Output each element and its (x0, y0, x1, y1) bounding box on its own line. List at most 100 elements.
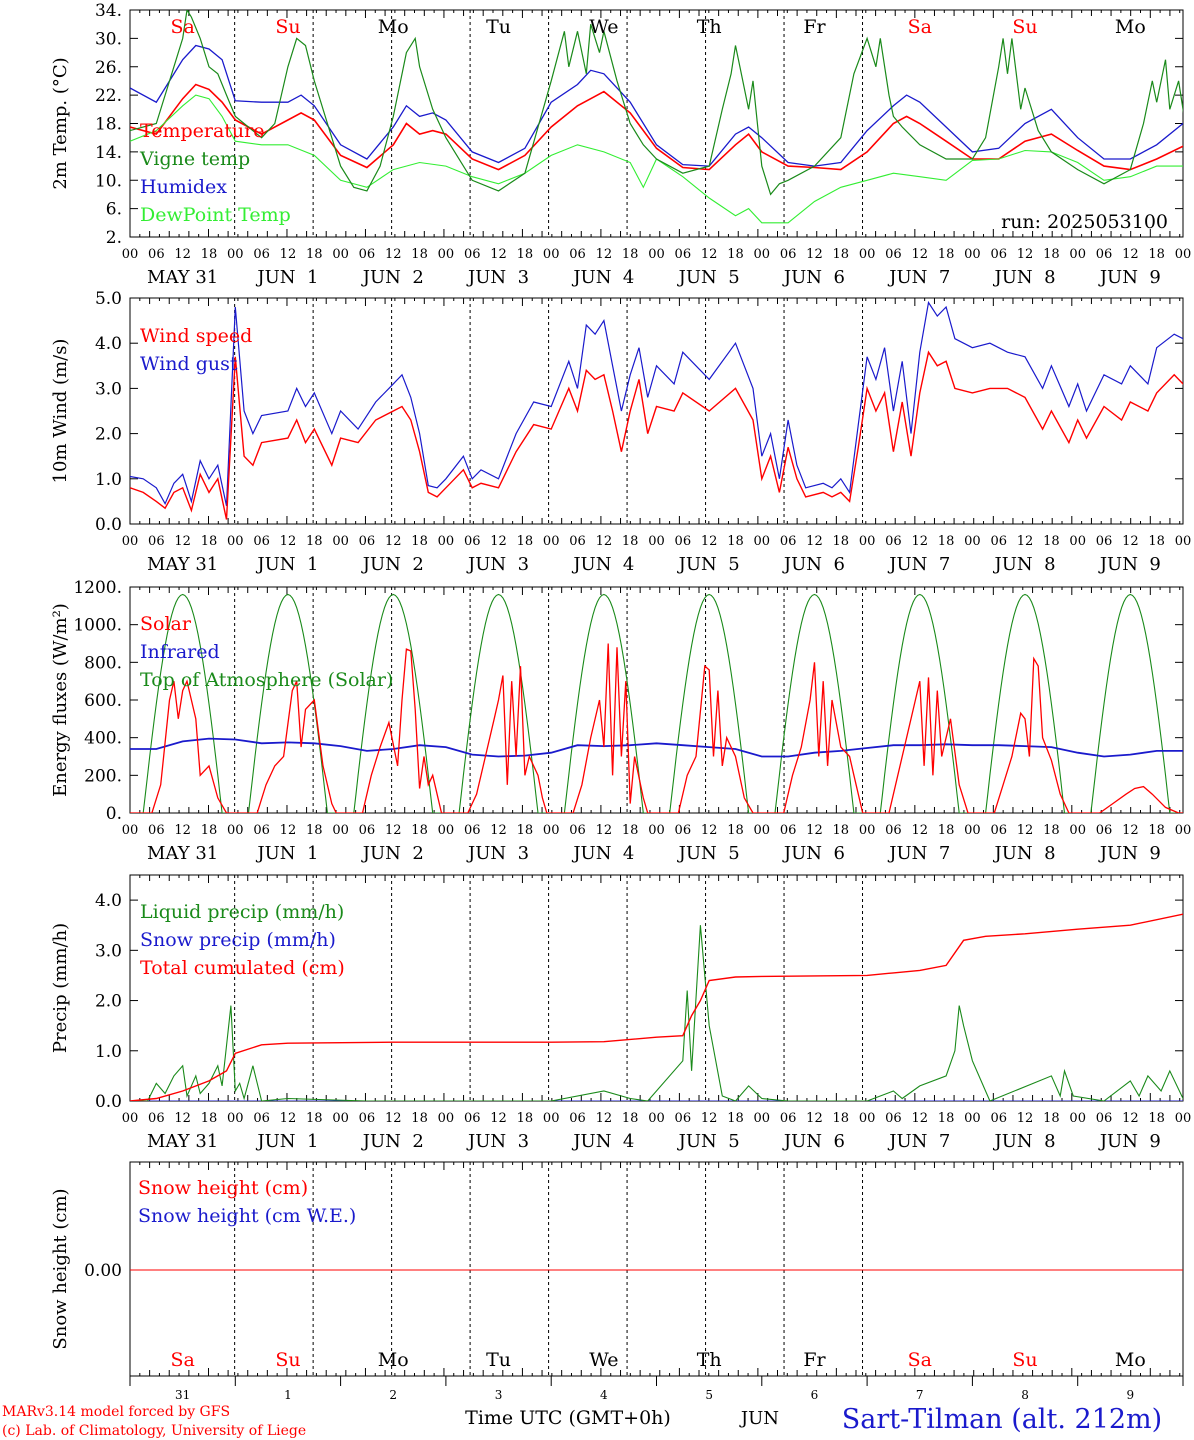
x-hour-label: 06 (464, 823, 481, 838)
x-hour-label: 06 (569, 247, 586, 262)
x-date-label: JUN 2 (361, 267, 424, 288)
x-hour-label: 00 (754, 1111, 771, 1126)
x-date-label: JUN 2 (361, 1131, 424, 1152)
x-hour-label: 18 (1148, 247, 1165, 262)
x-hour-label: 18 (938, 823, 955, 838)
x-hour-label: 18 (517, 534, 534, 549)
x-hour-label: 12 (596, 1111, 613, 1126)
x-hour-label: 12 (1017, 1111, 1034, 1126)
x-hour-label: 06 (569, 823, 586, 838)
x-hour-label: 18 (833, 1111, 850, 1126)
run-label: run: 2025053100 (1001, 211, 1168, 233)
day-number-label: 2 (389, 1388, 397, 1402)
x-hour-label: 12 (701, 534, 718, 549)
x-hour-label: 00 (543, 247, 560, 262)
weekday-label: Fr (803, 16, 826, 38)
x-hour-label: 18 (727, 823, 744, 838)
y-tick-label: 800. (84, 653, 122, 673)
x-hour-label: 00 (1175, 247, 1192, 262)
x-hour-label: 18 (938, 247, 955, 262)
x-hour-label: 12 (490, 1111, 507, 1126)
x-hour-label: 06 (1096, 823, 1113, 838)
x-hour-label: 00 (648, 1111, 665, 1126)
x-date-label: JUN 3 (466, 1131, 529, 1152)
x-hour-label: 18 (411, 247, 428, 262)
x-hour-label: 12 (385, 1111, 402, 1126)
plot-frame (129, 297, 1184, 525)
x-date-label: JUN 5 (677, 1131, 740, 1152)
x-hour-label: 00 (1069, 823, 1086, 838)
series-top-of-atmosphere-solar- (130, 593, 1183, 813)
y-tick-label: 0.00 (84, 1261, 122, 1281)
legend-item: Snow precip (mm/h) (140, 929, 336, 951)
series-wind-speed (130, 350, 1183, 520)
y-tick-label: 3.0 (95, 941, 122, 961)
x-hour-label: 18 (306, 247, 323, 262)
footer-month-label: JUN (739, 1408, 779, 1429)
x-hour-label: 06 (464, 247, 481, 262)
x-hour-label: 12 (174, 823, 191, 838)
series-dewpoint-temp (130, 94, 1183, 224)
x-hour-label: 06 (990, 1111, 1007, 1126)
x-hour-label: 00 (332, 247, 349, 262)
y-tick-label: 200. (84, 766, 122, 786)
panel-5: 0.00 Snow height (cm) Snow height (cm) Snow… (50, 1161, 1184, 1377)
x-date-label: JUN 7 (887, 843, 950, 864)
x-hour-label: 18 (306, 534, 323, 549)
x-hour-label: 00 (754, 247, 771, 262)
x-hour-label: 00 (964, 534, 981, 549)
x-hour-label: 18 (306, 823, 323, 838)
x-hour-label: 06 (359, 1111, 376, 1126)
x-hour-label: 12 (911, 823, 928, 838)
x-hour-label: 00 (964, 1111, 981, 1126)
legend-item: Total cumulated (cm) (140, 957, 345, 979)
x-hour-label: 06 (990, 247, 1007, 262)
x-hour-label: 18 (1043, 534, 1060, 549)
x-hour-label: 12 (701, 1111, 718, 1126)
x-date-label: JUN 9 (1098, 1131, 1161, 1152)
x-hour-label: 00 (964, 823, 981, 838)
y-tick-label: 6. (106, 200, 122, 220)
x-hour-label: 06 (780, 823, 797, 838)
legend-item: Snow height (cm) (138, 1177, 308, 1199)
x-hour-label: 06 (675, 534, 692, 549)
x-hour-label: 06 (1096, 1111, 1113, 1126)
legend-item: Vigne temp (139, 148, 250, 170)
x-hour-label: 06 (359, 534, 376, 549)
series-total-cumulated-cm- (130, 913, 1183, 1101)
legend-item: DewPoint Temp (140, 204, 291, 226)
x-date-label: JUN 1 (255, 554, 318, 575)
x-hour-label: 00 (227, 1111, 244, 1126)
x-hour-label: 00 (964, 247, 981, 262)
x-hour-label: 00 (859, 534, 876, 549)
x-hour-label: 00 (122, 247, 139, 262)
weekday-label: Tu (486, 1349, 511, 1371)
y-tick-label: 600. (84, 691, 122, 711)
weekday-label: Su (1012, 1349, 1037, 1371)
weekday-label: Th (697, 16, 722, 38)
weekday-label: Fr (803, 1349, 826, 1371)
x-hour-label: 06 (1096, 534, 1113, 549)
x-date-label: JUN 4 (571, 267, 634, 288)
x-hour-label: 12 (280, 247, 297, 262)
footer-model-line: MARv3.14 model forced by GFS (2, 1404, 230, 1420)
x-hour-label: 12 (1017, 247, 1034, 262)
x-hour-label: 12 (280, 823, 297, 838)
x-hour-label: 00 (122, 1111, 139, 1126)
series-solar (130, 643, 1183, 813)
x-hour-label: 06 (569, 1111, 586, 1126)
y-tick-label: 10. (95, 171, 122, 191)
x-date-label: JUN 1 (255, 267, 318, 288)
x-hour-label: 00 (1069, 247, 1086, 262)
x-hour-label: 00 (543, 823, 560, 838)
series-humidex (130, 44, 1183, 167)
x-hour-label: 12 (1017, 534, 1034, 549)
day-number-label: 31 (175, 1388, 190, 1402)
x-hour-label: 06 (253, 1111, 270, 1126)
x-hour-label: 00 (122, 823, 139, 838)
x-hour-label: 18 (517, 823, 534, 838)
x-hour-label: 18 (201, 823, 218, 838)
y-tick-label: 1000. (73, 616, 122, 636)
x-date-label: JUN 8 (993, 843, 1056, 864)
series-liquid-precip-mm-h- (130, 925, 1183, 1101)
